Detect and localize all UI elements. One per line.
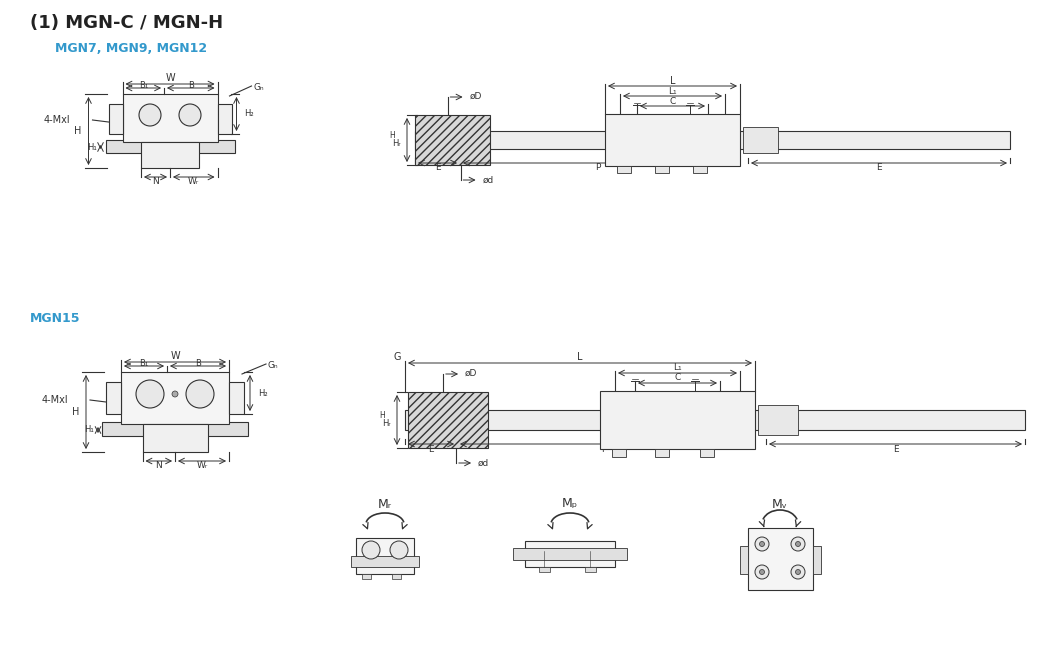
Text: E: E (877, 164, 882, 173)
Text: W: W (171, 351, 180, 361)
Text: B₁: B₁ (139, 359, 148, 368)
Bar (700, 449, 714, 457)
Circle shape (172, 391, 178, 397)
Text: H₂: H₂ (258, 389, 267, 398)
Text: 4-Mxl: 4-Mxl (43, 115, 71, 125)
Text: Gₙ: Gₙ (268, 361, 279, 370)
Text: Mᵥ: Mᵥ (772, 497, 788, 511)
Text: E: E (435, 164, 440, 173)
Bar (142, 424, 208, 452)
Text: Wᵣ: Wᵣ (196, 462, 208, 471)
Circle shape (760, 542, 764, 546)
Bar (217, 104, 231, 134)
Bar (513, 548, 628, 560)
Text: N: N (153, 177, 159, 186)
Text: C: C (669, 96, 675, 106)
Bar (356, 538, 414, 574)
Bar (392, 574, 401, 579)
Text: H: H (74, 126, 82, 136)
Text: H: H (72, 407, 79, 417)
Text: L₁: L₁ (668, 87, 677, 95)
Text: W: W (165, 73, 175, 83)
Circle shape (136, 380, 164, 408)
Circle shape (186, 380, 214, 408)
Bar (655, 166, 669, 173)
Text: L: L (670, 76, 675, 86)
Bar (813, 546, 820, 574)
Text: N: N (156, 462, 162, 471)
Bar (617, 166, 631, 173)
Bar (538, 567, 550, 572)
Text: MGN15: MGN15 (30, 312, 81, 325)
Bar (106, 382, 121, 414)
Text: H₂: H₂ (245, 110, 254, 119)
Text: E: E (428, 445, 434, 454)
Bar (351, 556, 419, 567)
Bar (693, 166, 707, 173)
Bar (655, 449, 669, 457)
Text: Mₚ: Mₚ (562, 497, 578, 511)
Circle shape (363, 541, 379, 559)
Bar (740, 546, 747, 574)
Circle shape (755, 565, 768, 579)
Bar (229, 382, 244, 414)
Bar (121, 372, 229, 424)
Circle shape (179, 104, 201, 126)
Text: øD: øD (470, 91, 482, 100)
Text: P: P (601, 445, 606, 454)
Circle shape (390, 541, 408, 559)
Text: Wᵣ: Wᵣ (188, 177, 199, 186)
Circle shape (795, 542, 800, 546)
Text: Hᵣ: Hᵣ (392, 138, 401, 147)
Circle shape (791, 565, 805, 579)
Text: H₁: H₁ (84, 426, 94, 434)
Text: ød: ød (478, 458, 490, 467)
Text: H₁: H₁ (87, 143, 96, 151)
Text: P: P (595, 164, 600, 173)
Circle shape (755, 537, 768, 551)
Bar (405, 410, 1025, 430)
Circle shape (791, 537, 805, 551)
Bar (758, 405, 798, 435)
Bar (612, 449, 626, 457)
Text: L₁: L₁ (673, 363, 682, 372)
Bar (743, 127, 778, 153)
Circle shape (139, 104, 161, 126)
Text: Mᵣ: Mᵣ (378, 497, 392, 511)
Bar (141, 142, 199, 168)
Circle shape (760, 569, 764, 574)
Bar (585, 567, 596, 572)
Text: H: H (389, 132, 395, 140)
Bar (106, 140, 234, 153)
Text: B₁: B₁ (139, 80, 148, 89)
Text: C: C (674, 372, 681, 381)
Bar (123, 94, 217, 142)
Bar (416, 115, 490, 165)
Text: G: G (393, 352, 401, 362)
Text: Gₙ: Gₙ (253, 83, 264, 93)
Text: (1) MGN-C / MGN-H: (1) MGN-C / MGN-H (30, 14, 223, 32)
Bar (525, 541, 615, 567)
Text: ød: ød (482, 175, 494, 185)
Bar (605, 114, 740, 166)
Text: B: B (188, 80, 194, 89)
Bar (363, 574, 371, 579)
Text: H: H (379, 411, 385, 421)
Text: øD: øD (465, 368, 477, 378)
Circle shape (795, 569, 800, 574)
Bar (408, 392, 488, 448)
Text: B: B (195, 359, 201, 368)
Text: MGN7, MGN9, MGN12: MGN7, MGN9, MGN12 (55, 42, 207, 55)
Bar (747, 528, 813, 590)
Bar (102, 422, 248, 436)
Bar (108, 104, 123, 134)
Text: 4-Mxl: 4-Mxl (41, 395, 68, 405)
Text: L: L (578, 352, 583, 362)
Text: Hᵣ: Hᵣ (383, 419, 391, 428)
Bar (600, 391, 755, 449)
Bar (416, 131, 1010, 149)
Text: E: E (893, 445, 898, 454)
